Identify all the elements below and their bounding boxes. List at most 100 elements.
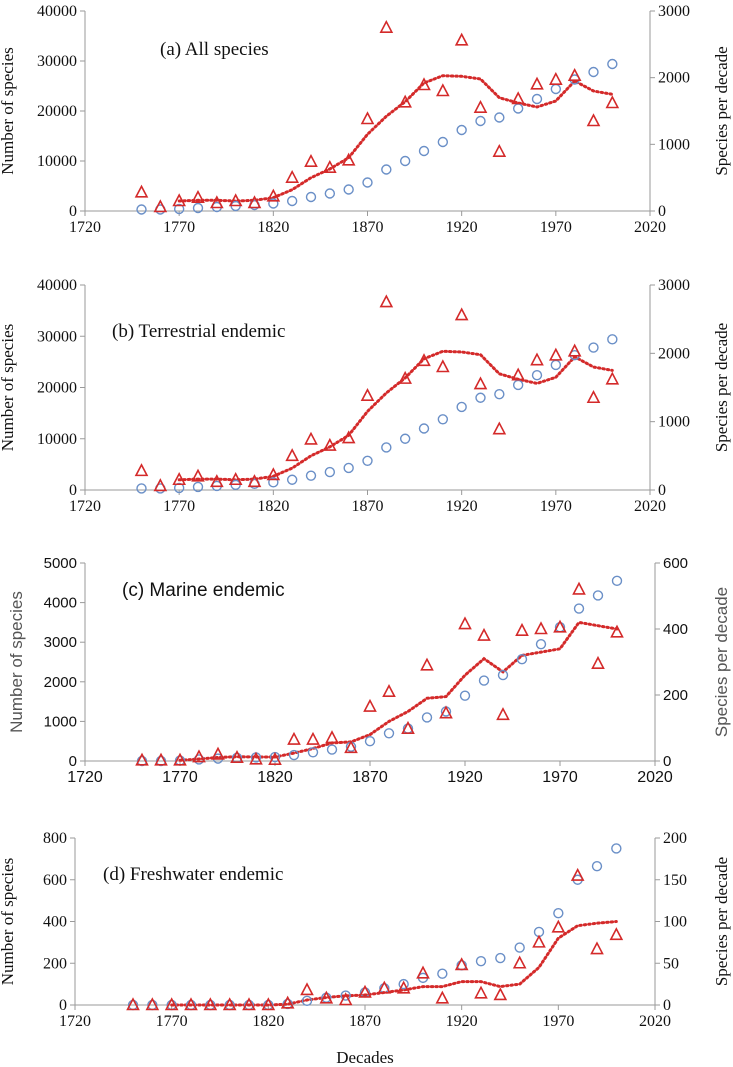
right-y-tick-label: 0: [658, 203, 666, 220]
cumulative-point: [535, 638, 547, 650]
per-decade-point: [228, 472, 243, 486]
per-decade-point: [435, 990, 450, 1004]
per-decade-point: [341, 152, 356, 166]
per-decade-point: [530, 352, 544, 366]
per-decade-point: [534, 621, 548, 635]
right-y-tick-label: 50: [663, 955, 679, 972]
per-decade-point: [192, 749, 206, 763]
left-y-tick-label: 600: [43, 872, 67, 889]
cumulative-point: [418, 145, 430, 157]
x-tick-label: 1870: [352, 769, 388, 786]
per-decade-point: [439, 705, 453, 719]
cumulative-point: [437, 968, 448, 979]
per-decade-point: [549, 71, 563, 85]
cumulative-point: [607, 334, 618, 345]
per-decade-point: [360, 387, 375, 402]
left-y-tick-label: 0: [69, 203, 77, 220]
per-decade-point: [300, 982, 314, 996]
left-y-tick-label: 4000: [44, 595, 77, 612]
cumulative-point: [550, 359, 562, 371]
cumulative-point: [475, 955, 487, 967]
left-y-axis-label: Number of species: [0, 858, 17, 985]
cumulative-point: [362, 455, 373, 466]
per-decade-point: [134, 463, 149, 477]
right-y-tick-label: 1000: [658, 136, 690, 153]
per-decade-point: [590, 941, 604, 955]
cumulative-point: [192, 481, 204, 493]
per-decade-point: [172, 193, 186, 207]
cumulative-point: [343, 462, 354, 474]
per-decade-point: [610, 624, 624, 638]
cumulative-point: [459, 690, 471, 701]
per-decade-point: [549, 347, 563, 361]
cumulative-point: [516, 654, 528, 665]
per-decade-point: [306, 731, 320, 745]
per-decade-point: [145, 997, 160, 1011]
per-decade-point: [210, 474, 224, 488]
x-tick-label: 1720: [59, 1013, 91, 1030]
per-decade-point: [228, 193, 243, 207]
per-decade-point: [249, 751, 263, 765]
cumulative-point: [381, 164, 392, 175]
cumulative-point: [398, 978, 409, 990]
per-decade-point: [591, 655, 605, 669]
left-y-tick-label: 30000: [37, 53, 77, 70]
x-tick-label: 1920: [446, 219, 478, 236]
per-decade-point: [493, 987, 508, 1001]
cumulative-point: [512, 103, 524, 114]
cumulative-point: [494, 388, 505, 400]
cumulative-point: [437, 136, 449, 148]
per-decade-point: [515, 622, 529, 636]
cumulative-point: [437, 414, 449, 425]
per-decade-point: [605, 95, 620, 109]
per-decade-point: [532, 934, 546, 948]
x-tick-label: 1870: [352, 498, 384, 515]
left-y-tick-label: 40000: [37, 3, 77, 20]
cumulative-point: [494, 112, 505, 123]
per-decade-point: [530, 76, 544, 90]
per-decade-point: [230, 749, 244, 764]
per-decade-point: [280, 995, 295, 1009]
per-decade-point: [473, 99, 488, 113]
x-tick-label: 1720: [67, 769, 103, 786]
panel-title: (d) Freshwater endemic: [103, 864, 283, 885]
right-y-tick-label: 0: [663, 753, 671, 770]
cumulative-point: [514, 942, 525, 953]
per-decade-point: [261, 997, 276, 1011]
per-decade-point: [570, 867, 585, 881]
per-decade-point: [222, 997, 237, 1011]
per-decade-point: [398, 94, 412, 108]
cumulative-point: [399, 433, 411, 444]
per-decade-point: [512, 955, 527, 969]
cumulative-point: [588, 66, 599, 78]
cumulative-point: [340, 990, 351, 1001]
cumulative-point: [286, 474, 298, 485]
cumulative-point: [495, 952, 506, 964]
right-y-tick-label: 3000: [658, 277, 690, 294]
cumulative-point: [607, 58, 618, 70]
per-decade-point: [401, 720, 415, 734]
x-tick-label: 1820: [257, 219, 289, 236]
left-y-axis-label: Number of species: [0, 47, 17, 174]
cumulative-point: [326, 744, 338, 755]
per-decade-point: [416, 965, 430, 979]
panel-title: (a) All species: [160, 39, 269, 60]
left-y-tick-label: 0: [69, 753, 77, 770]
left-y-tick-label: 400: [43, 914, 67, 931]
per-decade-point: [553, 619, 567, 633]
cumulative-point: [592, 590, 604, 601]
per-decade-point: [496, 707, 510, 721]
left-y-axis-label: Number of species: [0, 324, 17, 451]
right-y-tick-label: 400: [663, 621, 688, 638]
left-y-tick-label: 2000: [44, 674, 77, 691]
per-decade-point: [436, 83, 450, 97]
cumulative-point: [324, 188, 336, 199]
x-tick-label: 1970: [540, 219, 572, 236]
cumulative-point: [531, 370, 543, 381]
right-y-tick-label: 1000: [658, 414, 690, 431]
x-tick-label: 2020: [634, 219, 666, 236]
x-tick-label: 1820: [257, 769, 293, 786]
per-decade-point: [323, 437, 337, 451]
cumulative-point: [418, 423, 430, 434]
per-decade-point: [126, 997, 140, 1011]
